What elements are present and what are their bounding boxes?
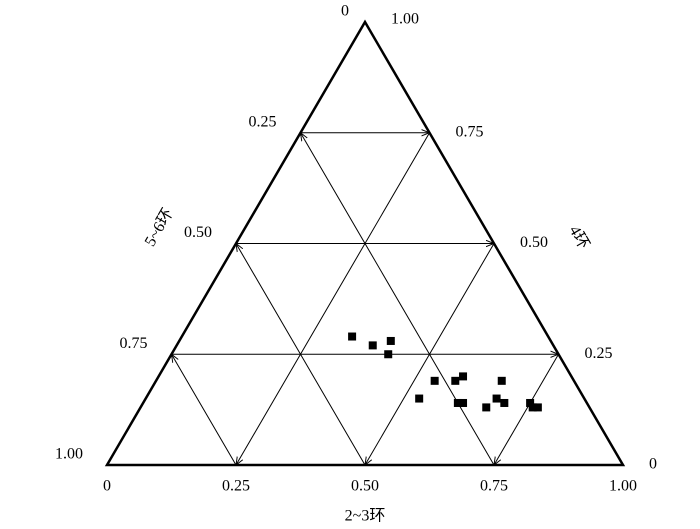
left-tick-label: 0.50 <box>184 224 212 241</box>
data-point <box>526 398 535 407</box>
right-tick-label: 1.00 <box>391 11 419 28</box>
data-point <box>533 403 542 412</box>
bottom-tick-label: 0 <box>103 478 111 495</box>
data-point <box>497 376 506 385</box>
grid-line <box>236 244 366 466</box>
bottom-tick-label: 0.50 <box>351 478 379 495</box>
grid-line <box>301 133 495 466</box>
data-point <box>528 403 537 412</box>
grid-line <box>494 353 559 465</box>
left-tick-label: 0 <box>341 3 349 20</box>
data-point <box>482 403 491 412</box>
data-point <box>430 376 439 385</box>
bottom-tick-label: 1.00 <box>609 478 637 495</box>
data-point <box>386 336 395 345</box>
data-point <box>451 376 460 385</box>
right-axis-label: 4环 <box>565 223 592 252</box>
data-point <box>453 398 462 407</box>
right-tick-label: 0 <box>649 456 657 473</box>
right-tick-label: 0.50 <box>520 234 548 251</box>
left-tick-label: 1.00 <box>55 446 83 463</box>
data-point <box>459 372 468 381</box>
data-point <box>459 398 468 407</box>
data-point <box>384 350 393 359</box>
grid-line <box>236 132 430 465</box>
grid-line <box>172 354 237 466</box>
left-tick-label: 0.25 <box>249 113 277 130</box>
left-axis-label: 5~6环 <box>142 206 177 250</box>
right-tick-label: 0.75 <box>456 123 484 140</box>
right-tick-label: 0.25 <box>585 345 613 362</box>
data-point <box>500 398 509 407</box>
bottom-tick-label: 0.25 <box>222 478 250 495</box>
data-point <box>368 341 377 350</box>
data-point <box>348 332 357 341</box>
data-point <box>492 394 501 403</box>
data-point <box>415 394 424 403</box>
bottom-tick-label: 0.75 <box>480 478 508 495</box>
bottom-axis-label: 2~3环 <box>345 508 386 525</box>
left-tick-label: 0.75 <box>120 335 148 352</box>
